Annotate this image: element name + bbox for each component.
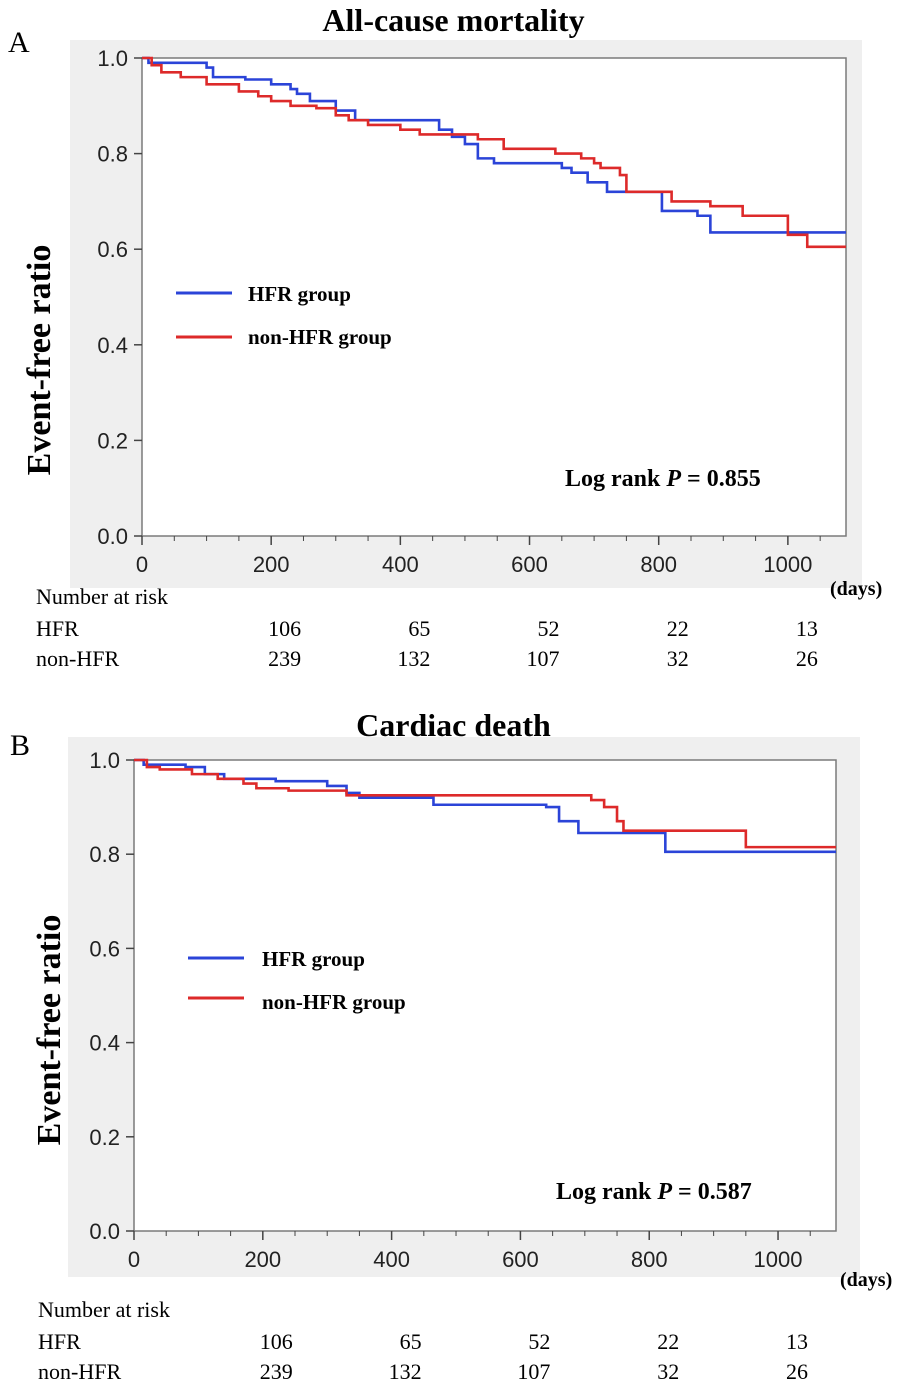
risk-value: 26 xyxy=(786,1359,809,1384)
x-tick-label: 400 xyxy=(382,552,419,577)
y-tick-label: 0.4 xyxy=(89,1031,120,1056)
x-tick-label: 800 xyxy=(631,1247,668,1272)
risk-value: 32 xyxy=(666,646,689,671)
log-rank-annotation: Log rank P = 0.587 xyxy=(556,1179,752,1205)
y-axis-label: Event-free ratio xyxy=(21,245,58,476)
y-ticks: 0.0 0.2 0.4 0.6 0.8 1.0 xyxy=(97,46,142,549)
risk-value: 65 xyxy=(399,1329,422,1354)
plot-area xyxy=(141,57,847,537)
series-line-non-hfr xyxy=(134,758,836,849)
risk-row-label-non-hfr: non-HFR xyxy=(36,646,120,671)
x-ticks: 0 200 400 600 800 1000 xyxy=(136,536,821,577)
risk-value: 52 xyxy=(537,616,560,641)
y-tick-label: 1.0 xyxy=(89,748,120,773)
series-line-hfr xyxy=(134,758,836,854)
x-tick-label: 0 xyxy=(136,552,148,577)
risk-value: 132 xyxy=(388,1359,422,1384)
x-tick-label: 0 xyxy=(128,1247,140,1272)
x-tick-label: 400 xyxy=(373,1247,410,1272)
risk-value: 13 xyxy=(795,616,818,641)
km-plot-cardiac-death: Event-free ratio 0.0 0.2 0.4 0.6 0.8 1.0 0 200… xyxy=(31,748,837,1272)
y-tick-label: 1.0 xyxy=(97,46,128,71)
risk-value: 22 xyxy=(666,616,689,641)
panel-a: A All-cause mortality Event-free ratio 0… xyxy=(0,0,907,690)
series-lines xyxy=(142,56,846,249)
series-line-hfr xyxy=(142,56,846,234)
panel-b: B Cardiac death Event-free ratio 0.0 0.2 0… xyxy=(0,695,907,1387)
risk-value: 65 xyxy=(408,616,431,641)
x-tick-label: 1000 xyxy=(763,552,812,577)
x-tick-label: 600 xyxy=(511,552,548,577)
y-tick-label: 0.6 xyxy=(89,936,120,961)
x-tick-label: 1000 xyxy=(754,1247,803,1272)
y-tick-label: 0.2 xyxy=(97,428,128,453)
risk-table-header: Number at risk xyxy=(36,584,168,609)
chart-title: Cardiac death xyxy=(356,707,551,743)
y-tick-label: 0.0 xyxy=(97,524,128,549)
risk-value: 52 xyxy=(528,1329,551,1354)
plot-area xyxy=(133,759,837,1232)
risk-value: 106 xyxy=(259,1329,293,1354)
risk-row-label-hfr: HFR xyxy=(36,616,79,641)
risk-value: 32 xyxy=(657,1359,680,1384)
risk-value: 22 xyxy=(657,1329,680,1354)
y-axis-label: Event-free ratio xyxy=(31,915,68,1146)
risk-row-label-hfr: HFR xyxy=(38,1329,81,1354)
y-tick-label: 0.8 xyxy=(97,142,128,167)
risk-value: 239 xyxy=(268,646,302,671)
y-ticks: 0.0 0.2 0.4 0.6 0.8 1.0 xyxy=(89,748,134,1244)
y-tick-label: 0.6 xyxy=(97,237,128,262)
risk-value: 239 xyxy=(259,1359,293,1384)
x-unit-label: (days) xyxy=(840,1269,893,1291)
y-tick-label: 0.4 xyxy=(97,333,128,358)
risk-row-label-non-hfr: non-HFR xyxy=(38,1359,122,1384)
risk-value: 132 xyxy=(397,646,431,671)
legend: HFR group non-HFR group xyxy=(176,282,392,349)
risk-value: 13 xyxy=(786,1329,809,1354)
legend-label-hfr: HFR group xyxy=(262,947,365,971)
km-plot-all-cause: Event-free ratio 0.0 0.2 0.4 0.6 0.8 1.0 0 200… xyxy=(21,46,847,577)
x-tick-label: 200 xyxy=(253,552,290,577)
y-tick-label: 0.2 xyxy=(89,1125,120,1150)
chart-title: All-cause mortality xyxy=(322,2,585,38)
risk-table-header: Number at risk xyxy=(38,1297,170,1322)
legend-label-non-hfr: non-HFR group xyxy=(262,990,406,1014)
legend-label-hfr: HFR group xyxy=(248,282,351,306)
x-unit-label: (days) xyxy=(830,578,883,600)
series-lines xyxy=(134,758,836,854)
y-tick-label: 0.8 xyxy=(89,842,120,867)
x-tick-label: 800 xyxy=(640,552,677,577)
x-ticks: 0 200 400 600 800 1000 xyxy=(128,1231,811,1272)
risk-value: 107 xyxy=(517,1359,551,1384)
series-line-non-hfr xyxy=(142,56,846,249)
legend-label-non-hfr: non-HFR group xyxy=(248,325,392,349)
legend: HFR group non-HFR group xyxy=(188,947,406,1014)
x-tick-label: 200 xyxy=(244,1247,281,1272)
risk-value: 26 xyxy=(795,646,818,671)
risk-value: 107 xyxy=(526,646,560,671)
panel-letter: A xyxy=(8,26,30,59)
risk-value: 106 xyxy=(268,616,302,641)
log-rank-annotation: Log rank P = 0.855 xyxy=(565,466,761,492)
y-tick-label: 0.0 xyxy=(89,1219,120,1244)
panel-letter: B xyxy=(10,729,31,762)
x-tick-label: 600 xyxy=(502,1247,539,1272)
